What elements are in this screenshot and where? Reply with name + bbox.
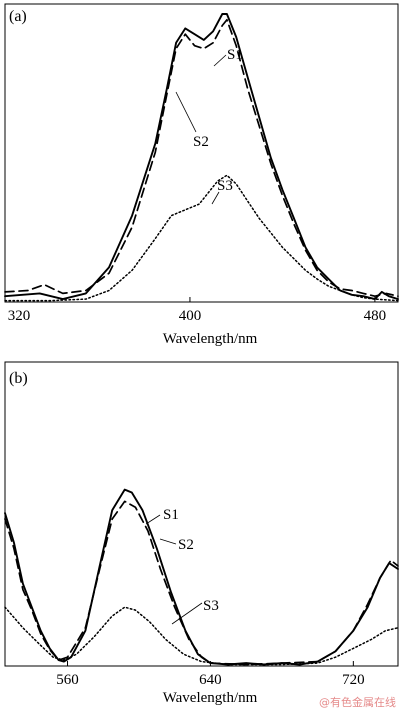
panel-b-x-tick-label: 560 bbox=[56, 672, 79, 688]
panel-b-s3-leader bbox=[171, 602, 203, 625]
panel-b: (b) 560 640 720 Wavelength/nm S1 S2 S3 bbox=[4, 361, 399, 706]
panel-b-label: (b) bbox=[9, 370, 28, 387]
panel-a-series-s1-line bbox=[4, 13, 399, 301]
panel-b-s2-leader bbox=[159, 538, 177, 545]
panel-b-s1-leader bbox=[145, 514, 161, 525]
panel-a-s1-label: S1 bbox=[227, 47, 243, 63]
panel-a-s2-leader bbox=[175, 91, 197, 133]
panel-a-series bbox=[4, 13, 399, 302]
panel-a-s3-leader bbox=[211, 191, 220, 205]
panel-a-x-ticks: 320 400 480 bbox=[4, 297, 387, 324]
panel-b-x-axis-title: Wavelength/nm bbox=[163, 690, 258, 706]
panel-b-series bbox=[4, 488, 399, 666]
panel-b-x-ticks: 560 640 720 bbox=[56, 661, 365, 688]
panel-b-series-s3-line bbox=[4, 606, 399, 666]
panel-b-frame bbox=[4, 361, 399, 667]
panel-b-x-tick-label: 720 bbox=[342, 672, 365, 688]
panel-a-s2-label: S2 bbox=[193, 134, 209, 150]
panel-a-label: (a) bbox=[9, 8, 27, 25]
panel-b-s1-label: S1 bbox=[163, 507, 179, 523]
panel-a: (a) 320 400 480 Wavelength/nm S1 S2 S3 bbox=[4, 3, 399, 347]
panel-a-s3-label: S3 bbox=[217, 178, 233, 194]
panel-b-s3-label: S3 bbox=[203, 598, 219, 614]
panel-a-x-axis-title: Wavelength/nm bbox=[163, 331, 258, 347]
panel-b-series-s2-line bbox=[4, 500, 399, 666]
panel-a-series-s2-line bbox=[4, 18, 399, 298]
panel-a-series-s3-line bbox=[4, 174, 399, 302]
panel-a-x-tick-label: 480 bbox=[364, 308, 387, 324]
panel-b-x-tick-label: 640 bbox=[199, 672, 222, 688]
watermark-text: @有色金属在线 bbox=[319, 695, 396, 709]
panel-a-frame bbox=[4, 3, 399, 303]
panel-b-s2-label: S2 bbox=[178, 537, 194, 553]
panel-a-s1-leader bbox=[213, 54, 227, 67]
panel-a-x-tick-label: 320 bbox=[8, 308, 31, 324]
panel-b-series-s1-line bbox=[4, 488, 399, 666]
panel-a-x-tick-label: 400 bbox=[179, 308, 202, 324]
